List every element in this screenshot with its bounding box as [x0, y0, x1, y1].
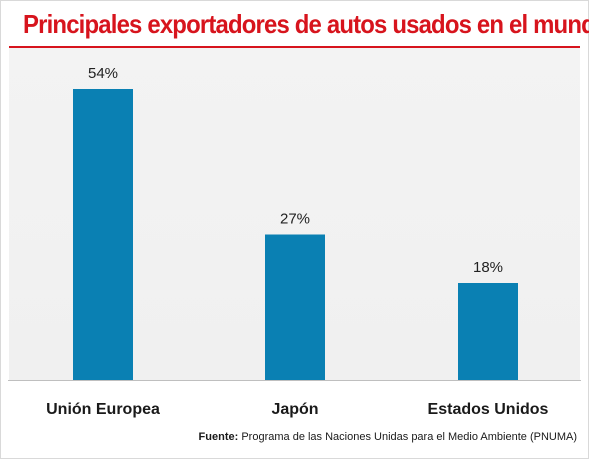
source-label: Fuente: — [198, 431, 239, 443]
source-text: Programa de las Naciones Unidas para el … — [241, 431, 577, 443]
value-label-2: 18% — [473, 259, 503, 276]
title-divider — [9, 46, 580, 48]
category-label-0: Unión Europea — [46, 401, 160, 418]
bar-1 — [265, 234, 325, 380]
bar-2 — [458, 283, 518, 380]
chart-title: Principales exportadores de autos usados… — [23, 9, 589, 39]
source-note: Fuente: Programa de las Naciones Unidas … — [199, 431, 577, 443]
value-label-1: 27% — [280, 211, 310, 228]
value-label-0: 54% — [88, 65, 118, 82]
bar-0 — [73, 89, 133, 380]
category-label-2: Estados Unidos — [428, 401, 549, 418]
category-label-1: Japón — [271, 401, 318, 418]
